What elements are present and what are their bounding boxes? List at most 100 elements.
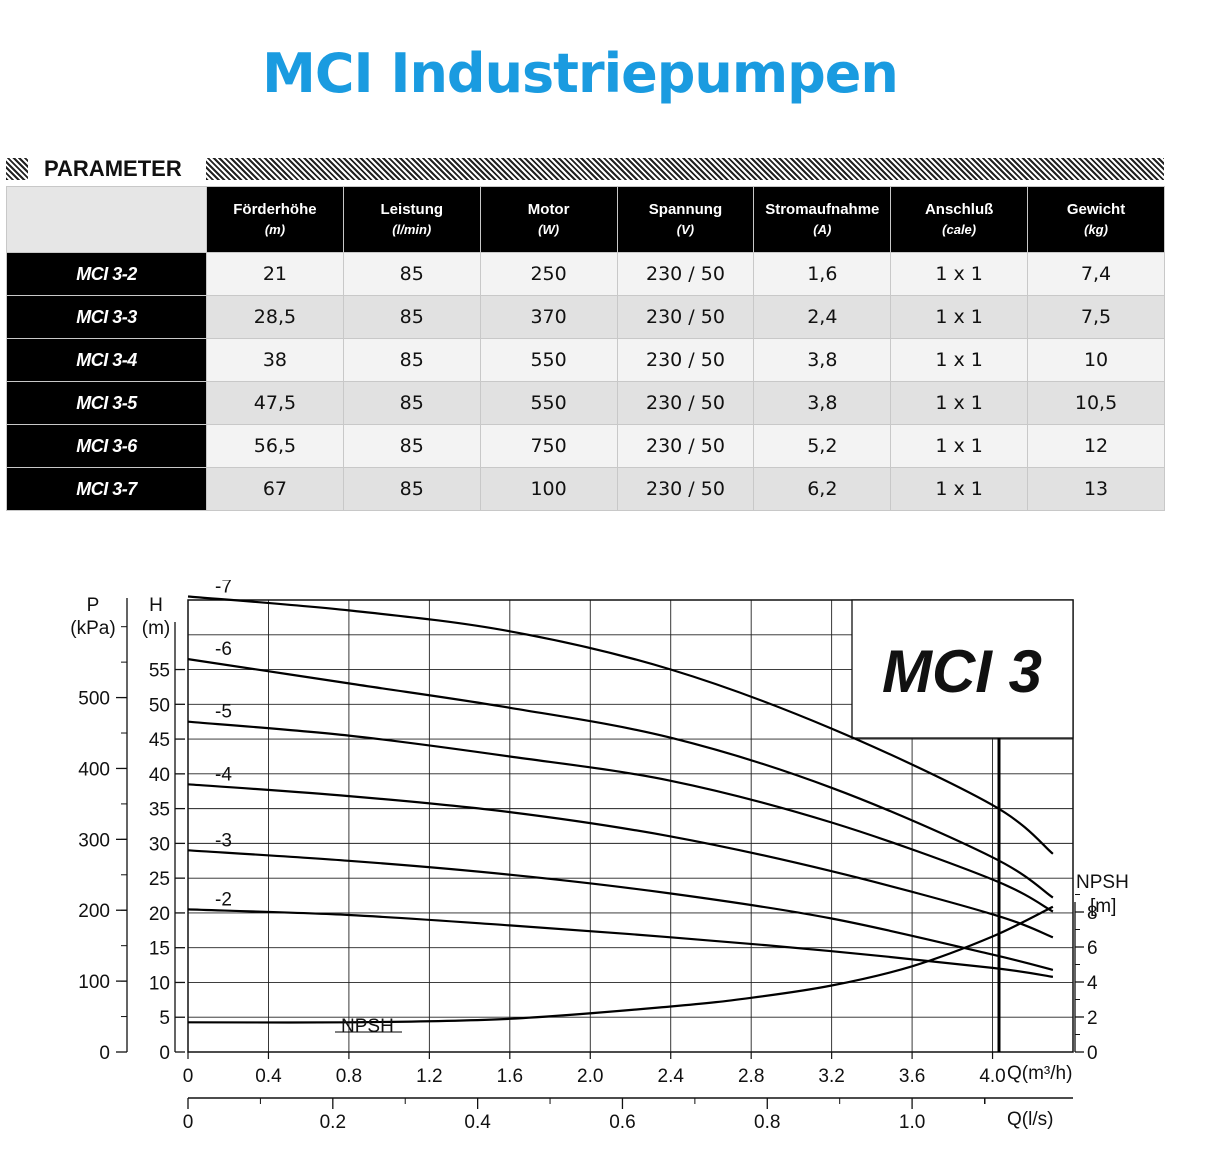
- table-cell: 38: [206, 338, 344, 382]
- column-unit: (l/min): [392, 221, 432, 237]
- column-unit: (cale): [942, 221, 977, 237]
- table-cell: 7,5: [1027, 295, 1165, 339]
- table-cell: 6,2: [753, 467, 892, 511]
- table-cell: 230 / 50: [616, 295, 755, 339]
- pump-curve-stage-4: [187, 783, 1054, 939]
- h-tick-label: 0: [159, 1043, 170, 1064]
- table-row: MCI 3-7 67 85 100 230 / 50 6,2 1 x 1 13: [6, 467, 1165, 511]
- parameter-label: PARAMETER: [44, 156, 182, 181]
- q-ls-tick-label: 0.8: [754, 1112, 780, 1133]
- table-cell: 750: [479, 424, 618, 468]
- column-name: Förderhöhe: [233, 200, 317, 218]
- q-ls-axis-label: Q(l/s): [1007, 1109, 1053, 1130]
- model-cell: MCI 3-4: [6, 338, 207, 382]
- table-cell: 85: [342, 295, 481, 339]
- table-cell: 3,8: [753, 338, 892, 382]
- p-tick-label: 0: [99, 1043, 110, 1064]
- table-cell: 1,6: [753, 252, 892, 296]
- p-axis-label: P: [87, 595, 100, 616]
- table-cell: 12: [1027, 424, 1165, 468]
- table-header-row: Förderhöhe (m) Leistung (l/min) Motor (W) S…: [6, 186, 1165, 253]
- table-cell: 21: [206, 252, 344, 296]
- table-cell: 230 / 50: [616, 338, 755, 382]
- table-row: MCI 3-3 28,5 85 370 230 / 50 2,4 1 x 1 7…: [6, 295, 1165, 339]
- table-row: MCI 3-2 21 85 250 230 / 50 1,6 1 x 1 7,4: [6, 252, 1165, 296]
- h-tick-label: 15: [149, 939, 170, 960]
- column-unit: (m): [264, 221, 286, 237]
- page-title: MCI Industriepumpen: [262, 42, 899, 105]
- curve-label: -4: [215, 764, 232, 785]
- chart-title-box: [851, 599, 1074, 739]
- pump-curve-stage-7: [187, 595, 1054, 855]
- h-tick-label: 30: [149, 834, 170, 855]
- table-cell: 5,2: [753, 424, 892, 468]
- table-cell: 67: [206, 467, 344, 511]
- column-header: Stromaufnahme (A): [753, 186, 892, 253]
- table-cell: 550: [479, 338, 618, 382]
- column-header: Gewicht (kg): [1027, 186, 1165, 253]
- q-m3h-tick-label: 1.2: [416, 1066, 442, 1087]
- table-cell: 230 / 50: [616, 424, 755, 468]
- hatched-square-icon: [6, 158, 28, 180]
- npsh-axis-label: NPSH: [1076, 872, 1129, 893]
- column-name: Gewicht: [1066, 200, 1126, 218]
- table-row: MCI 3-6 56,5 85 750 230 / 50 5,2 1 x 1 1…: [6, 424, 1165, 468]
- curve-label: -5: [215, 702, 232, 723]
- h-tick-label: 50: [149, 695, 170, 716]
- q-m3h-tick-label: 0.4: [255, 1066, 282, 1087]
- table-cell: 13: [1027, 467, 1165, 511]
- column-unit: (W): [538, 221, 560, 237]
- table-cell: 56,5: [206, 424, 344, 468]
- parameter-table: Förderhöhe (m) Leistung (l/min) Motor (W) S…: [6, 186, 1165, 511]
- table-cell: 550: [479, 381, 618, 425]
- model-cell: MCI 3-3: [6, 295, 207, 339]
- table-row: MCI 3-4 38 85 550 230 / 50 3,8 1 x 1 10: [6, 338, 1165, 382]
- h-tick-label: 40: [149, 765, 170, 786]
- table-cell: 85: [342, 467, 481, 511]
- table-cell: 1 x 1: [890, 252, 1029, 296]
- curve-label: -7: [215, 580, 232, 598]
- hatched-divider: [206, 158, 1164, 180]
- column-unit: (V): [676, 221, 695, 237]
- npsh-tick-label: 6: [1087, 938, 1098, 959]
- curve-label: -6: [215, 639, 232, 660]
- table-cell: 1 x 1: [890, 424, 1029, 468]
- p-tick-label: 200: [78, 901, 110, 922]
- curve-label: -2: [215, 889, 232, 910]
- column-name: Stromaufnahme: [765, 200, 880, 218]
- q-ls-tick-label: 0.6: [609, 1112, 635, 1133]
- q-m3h-tick-label: 2.4: [658, 1066, 685, 1087]
- q-m3h-tick-label: 0.8: [336, 1066, 362, 1087]
- column-header: Anschluß (cale): [890, 186, 1029, 253]
- h-tick-label: 25: [149, 869, 170, 890]
- h-tick-label: 55: [149, 661, 170, 682]
- q-m3h-tick-label: 3.2: [818, 1066, 844, 1087]
- h-tick-label: 10: [149, 973, 170, 994]
- q-m3h-tick-label: 0: [183, 1066, 194, 1087]
- table-cell: 1 x 1: [890, 467, 1029, 511]
- column-unit: (kg): [1084, 221, 1108, 237]
- table-cell: 1 x 1: [890, 338, 1029, 382]
- table-cell: 100: [479, 467, 618, 511]
- table-cell: 230 / 50: [616, 252, 755, 296]
- table-cell: 230 / 50: [616, 467, 755, 511]
- table-cell: 250: [479, 252, 618, 296]
- table-cell: 47,5: [206, 381, 344, 425]
- table-cell: 1 x 1: [890, 381, 1029, 425]
- q-m3h-tick-label: 2.8: [738, 1066, 764, 1087]
- table-cell: 1 x 1: [890, 295, 1029, 339]
- column-header: Spannung (V): [616, 186, 755, 253]
- table-cell: 10,5: [1027, 381, 1165, 425]
- table-cell: 2,4: [753, 295, 892, 339]
- table-cell: 10: [1027, 338, 1165, 382]
- q-m3h-tick-label: 2.0: [577, 1066, 603, 1087]
- p-tick-label: 400: [78, 759, 110, 780]
- table-cell: 85: [342, 252, 481, 296]
- table-cell: 3,8: [753, 381, 892, 425]
- h-axis-label: H: [149, 595, 163, 616]
- npsh-curve: [187, 905, 1054, 1024]
- chart-title: MCI 3: [882, 638, 1042, 705]
- curve-label: -3: [215, 830, 232, 851]
- h-tick-label: 20: [149, 904, 170, 925]
- p-axis-unit: (kPa): [70, 618, 115, 639]
